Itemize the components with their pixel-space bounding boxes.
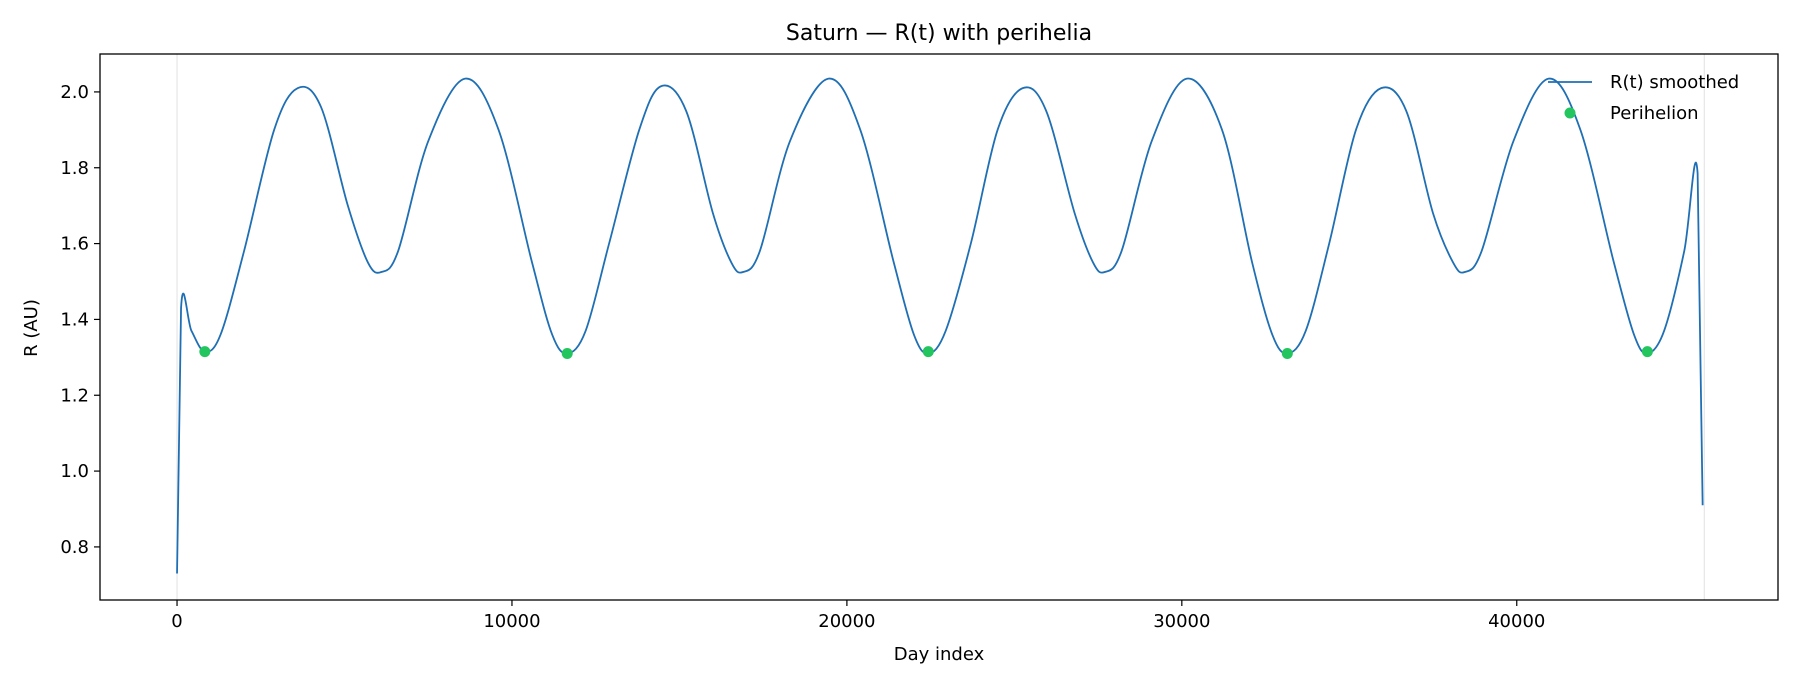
- perihelion-point: [922, 346, 934, 358]
- perihelion-point: [561, 348, 573, 360]
- perihelion-point: [199, 346, 211, 358]
- series-line-r-smoothed: [176, 77, 1704, 574]
- x-tick-label: 20000: [818, 611, 875, 632]
- x-tick-label: 40000: [1488, 611, 1545, 632]
- y-tick-label: 1.4: [60, 309, 89, 330]
- chart-title: Saturn — R(t) with perihelia: [786, 21, 1092, 46]
- legend: R(t) smoothed Perihelion: [1548, 72, 1739, 124]
- plot-frame: [99, 53, 1779, 601]
- y-tick-label: 1.8: [60, 158, 89, 179]
- y-tick-label: 1.6: [60, 234, 89, 255]
- perihelion-point: [1281, 348, 1293, 360]
- legend-label: R(t) smoothed: [1610, 72, 1739, 93]
- x-tick-label: 30000: [1153, 611, 1210, 632]
- y-tick-label: 1.0: [60, 461, 89, 482]
- x-tick-label: 10000: [483, 611, 540, 632]
- legend-label: Perihelion: [1610, 103, 1699, 124]
- y-tick-label: 1.2: [60, 385, 89, 406]
- x-tick-label: 0: [171, 611, 182, 632]
- x-axis-label: Day index: [894, 644, 985, 665]
- perihelion-point: [1641, 346, 1653, 358]
- y-axis-label: R (AU): [21, 299, 42, 357]
- y-tick-label: 0.8: [60, 537, 89, 558]
- legend-marker-swatch: [1564, 107, 1576, 119]
- y-tick-label: 2.0: [60, 82, 89, 103]
- plot-area: 0 10000 20000 30000 40000 0.8 1.0 1.2 1.4 1.6 1.8 2…: [60, 53, 1779, 632]
